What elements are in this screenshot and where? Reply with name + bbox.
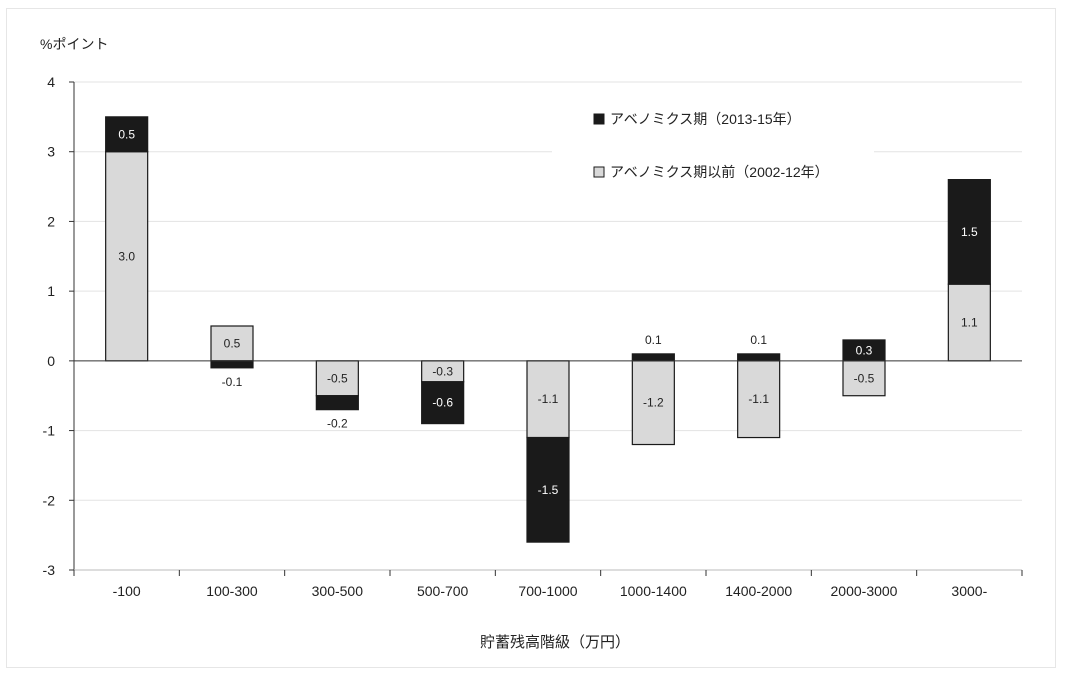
data-label-abenomics: -0.6	[432, 396, 453, 410]
y-tick-label: 2	[47, 213, 55, 229]
bar-segment-pre-abenomics	[737, 360, 781, 439]
bar-segment-abenomics	[737, 353, 781, 362]
bar-segment-pre-abenomics	[526, 360, 570, 439]
x-axis	[69, 81, 1023, 576]
legend-background	[552, 101, 874, 153]
bar-segment-pre-abenomics	[631, 360, 675, 446]
legend-label: アベノミクス期（2013-15年）	[610, 111, 801, 127]
bar-segment-abenomics	[210, 360, 254, 369]
bar-segment-pre-abenomics	[947, 283, 991, 362]
bar-segment-pre-abenomics	[842, 360, 886, 397]
x-tick-label: -100	[113, 583, 141, 599]
y-tick-label: 1	[47, 283, 55, 299]
bar-segment-abenomics	[421, 381, 465, 425]
y-tick-label: -1	[43, 423, 56, 439]
data-label-pre-abenomics: -0.5	[327, 371, 348, 385]
bar-segment-abenomics	[947, 179, 991, 285]
data-label-pre-abenomics: 1.1	[961, 316, 978, 330]
y-axis-label: %ポイント	[40, 36, 108, 52]
x-tick-label: 1400-2000	[725, 583, 792, 599]
bar-segment-abenomics	[315, 395, 359, 411]
data-label-abenomics: -1.5	[538, 483, 559, 497]
data-label-abenomics: 0.1	[645, 333, 662, 347]
y-tick-label: -2	[43, 492, 56, 508]
x-tick-label: 300-500	[312, 583, 364, 599]
data-label-abenomics: -0.2	[327, 417, 348, 431]
data-label-pre-abenomics: -1.1	[748, 392, 769, 406]
y-tick-label: 3	[47, 144, 55, 160]
y-axis-ticks: 4 3 2 1 0 -1 -2 -3	[43, 74, 56, 578]
bar-segment-pre-abenomics	[315, 360, 359, 397]
data-label-abenomics: 0.1	[750, 333, 767, 347]
data-label-abenomics: -0.1	[222, 375, 243, 389]
data-label-abenomics: 1.5	[961, 225, 978, 239]
legend: アベノミクス期（2013-15年） アベノミクス期以前（2002-12年）	[552, 101, 874, 180]
data-label-pre-abenomics: 0.5	[224, 336, 241, 350]
bar-segment-abenomics	[105, 116, 149, 153]
x-tick-label: 1000-1400	[620, 583, 687, 599]
x-tick-label: 700-1000	[518, 583, 577, 599]
legend-swatch	[593, 166, 605, 178]
data-label-pre-abenomics: -1.2	[643, 396, 664, 410]
x-axis-label: 貯蓄残高階級（万円）	[480, 634, 630, 651]
legend-label: アベノミクス期以前（2002-12年）	[610, 164, 829, 180]
data-label-pre-abenomics: -0.3	[432, 364, 453, 378]
x-tick-label: 100-300	[206, 583, 258, 599]
legend-swatch	[593, 113, 605, 125]
data-label-pre-abenomics: 3.0	[118, 249, 135, 263]
x-tick-label: 3000-	[951, 583, 987, 599]
y-tick-label: 4	[47, 74, 55, 90]
data-label-abenomics: 0.5	[118, 127, 135, 141]
chart-frame	[6, 8, 1056, 668]
data-label-abenomics: 0.3	[856, 343, 873, 357]
x-tick-label: 2000-3000	[831, 583, 898, 599]
bar-segment-abenomics	[631, 353, 675, 362]
bars: 3.0 0.5 0.5 -0.1 -0.5 -0.2 -0.3 -0.6 -1.1 -1.5 -1.…	[105, 116, 991, 543]
data-label-pre-abenomics: -0.5	[854, 371, 875, 385]
x-tick-label: 500-700	[417, 583, 469, 599]
data-label-pre-abenomics: -1.1	[538, 392, 559, 406]
y-tick-label: 0	[47, 353, 55, 369]
y-tick-label: -3	[43, 562, 56, 578]
x-axis-ticks: -100 100-300 300-500 500-700 700-1000 1000-14…	[113, 583, 988, 599]
bar-segment-abenomics	[526, 436, 570, 543]
